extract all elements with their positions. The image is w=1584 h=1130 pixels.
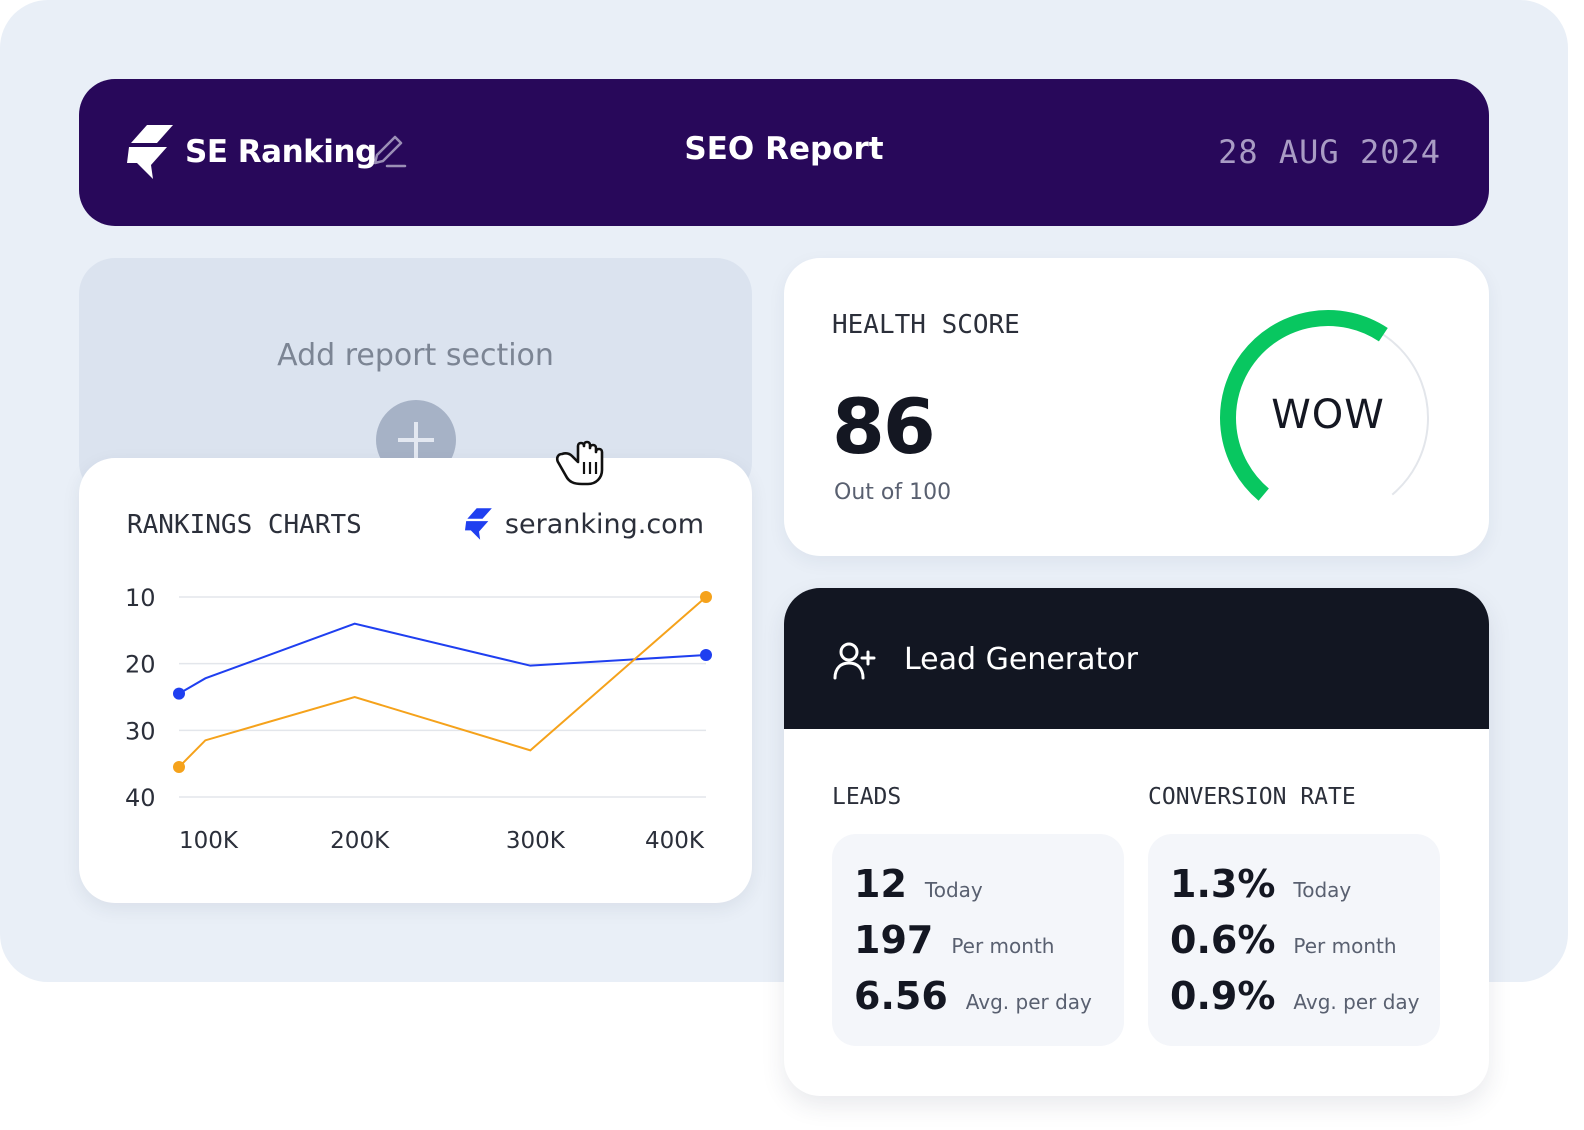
x-tick-label: 200K	[330, 828, 390, 854]
lead-generator-header: Lead Generator	[784, 588, 1489, 729]
leads-month-value: 197	[854, 918, 934, 962]
series-point	[700, 649, 712, 661]
leads-row-month: 197 Per month	[854, 918, 1054, 962]
conversion-rate-label: CONVERSION RATE	[1148, 784, 1356, 810]
y-tick-label: 40	[125, 784, 156, 812]
y-tick-label: 10	[125, 584, 156, 612]
rankings-source-text: seranking.com	[504, 508, 704, 540]
y-tick-label: 20	[125, 651, 156, 679]
leads-month-label: Per month	[951, 934, 1055, 958]
x-tick-label: 400K	[645, 828, 705, 854]
grab-hand-icon	[555, 440, 604, 486]
leads-row-today: 12 Today	[854, 862, 983, 906]
leads-label: LEADS	[832, 784, 902, 810]
add-user-icon	[833, 642, 876, 680]
gauge-fill	[1220, 310, 1388, 501]
leads-today-label: Today	[924, 878, 983, 902]
series-point	[173, 761, 185, 773]
brand-name: SE Ranking	[185, 134, 377, 170]
conversion-avg-label: Avg. per day	[1293, 990, 1420, 1014]
health-score-gauge	[1220, 310, 1429, 501]
series-line	[178, 596, 707, 768]
health-score-badge: WOW	[1271, 392, 1385, 438]
health-score-title: HEALTH SCORE	[832, 310, 1020, 340]
report-header: SE Ranking SEO Report 28 AUG 2024	[79, 79, 1489, 226]
conversion-month-value: 0.6%	[1170, 918, 1276, 962]
brand[interactable]: SE Ranking	[127, 125, 377, 179]
series-point	[700, 591, 712, 603]
x-tick-label: 100K	[179, 828, 239, 854]
leads-row-avg: 6.56 Avg. per day	[854, 974, 1092, 1018]
series-line	[178, 622, 707, 695]
conversion-month-label: Per month	[1293, 934, 1397, 958]
se-ranking-logo-icon	[127, 125, 173, 179]
y-tick-label: 30	[125, 717, 156, 745]
conversion-today-value: 1.3%	[1170, 862, 1276, 906]
pencil-icon[interactable]	[369, 131, 409, 171]
conversion-row-today: 1.3% Today	[1170, 862, 1351, 906]
conversion-avg-value: 0.9%	[1170, 974, 1276, 1018]
se-ranking-logo-icon	[464, 508, 492, 540]
conversion-rate-box: 1.3% Today 0.6% Per month 0.9% Avg. per …	[1148, 834, 1440, 1046]
rankings-chart-title: RANKINGS CHARTS	[127, 510, 362, 540]
report-title: SEO Report	[684, 131, 884, 167]
health-score-card[interactable]: HEALTH SCORE 86 Out of 100 WOW	[784, 258, 1489, 556]
conversion-row-month: 0.6% Per month	[1170, 918, 1397, 962]
health-score-subtitle: Out of 100	[834, 480, 952, 505]
series-point	[173, 687, 185, 700]
lead-generator-card[interactable]: Lead Generator LEADS CONVERSION RATE 12 …	[784, 588, 1489, 1096]
rankings-chart-card[interactable]: RANKINGS CHARTS seranking.com 10 20 30 40 10…	[79, 458, 752, 903]
rankings-line-chart: 10 20 30 40 100K 200K 300K 400K	[125, 584, 712, 854]
leads-box: 12 Today 197 Per month 6.56 Avg. per day	[832, 834, 1124, 1046]
lead-generator-title: Lead Generator	[904, 642, 1138, 677]
x-tick-label: 300K	[506, 828, 566, 854]
conversion-today-label: Today	[1293, 878, 1352, 902]
rankings-source: seranking.com	[464, 508, 704, 540]
report-date: 28 AUG 2024	[1218, 133, 1441, 171]
add-report-section-label: Add report section	[277, 338, 554, 373]
leads-avg-label: Avg. per day	[965, 990, 1092, 1014]
conversion-row-avg: 0.9% Avg. per day	[1170, 974, 1420, 1018]
health-score-value: 86	[832, 382, 936, 471]
leads-avg-value: 6.56	[854, 974, 948, 1018]
leads-today-value: 12	[854, 862, 907, 906]
